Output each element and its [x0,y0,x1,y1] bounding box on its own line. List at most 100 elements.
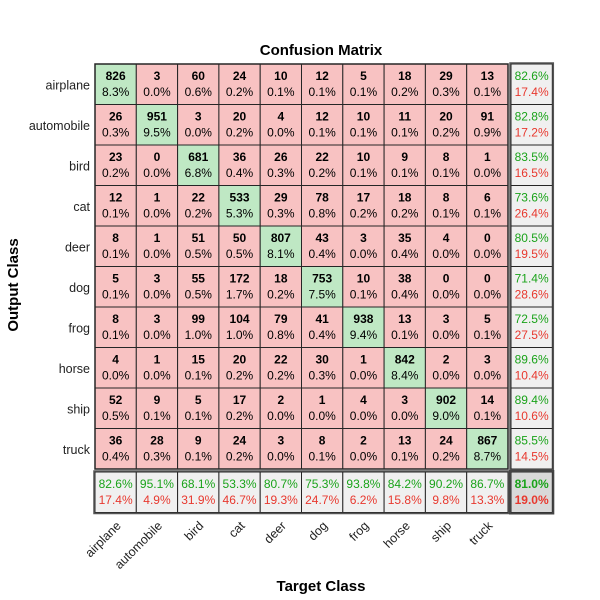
summary-background [466,471,509,513]
matrix-cell: 842 8.4% [383,347,426,389]
cell-percent: 0.2% [432,126,460,140]
cell-count: 36 [233,150,247,164]
matrix-cell: 18 0.2% [259,266,303,308]
matrix-cell: 2 0.0% [424,347,468,389]
summary-correct: 84.2% [388,477,422,491]
row-summary-cell: 82.8% 17.2% [510,104,553,146]
cell-count: 50 [233,231,247,245]
cell-count: 4 [360,393,367,407]
matrix-cell: 30 0.3% [301,347,344,389]
cell-percent: 0.1% [185,369,213,383]
matrix-cell: 12 0.1% [301,104,344,146]
summary-correct: 82.8% [515,110,549,124]
cell-background [259,428,303,470]
summary-wrong: 15.8% [388,493,422,507]
y-tick-label: frog [68,321,90,335]
summary-wrong: 17.2% [515,126,549,140]
cell-background [424,387,468,429]
matrix-cell: 50 0.5% [218,225,261,267]
cell-background [301,306,344,348]
summary-background [510,225,553,267]
cell-percent: 0.2% [391,85,419,99]
cell-percent: 0.1% [350,166,378,180]
cell-background [259,387,303,429]
y-tick-label: automobile [29,119,90,133]
cell-percent: 0.0% [432,288,460,302]
summary-correct: 89.6% [515,353,549,367]
cell-count: 12 [315,110,329,124]
matrix-cell: 13 0.1% [383,306,426,348]
cell-background [301,185,344,227]
matrix-cell: 902 9.0% [424,387,468,429]
matrix-cell: 12 0.1% [94,185,137,227]
summary-wrong: 16.5% [515,166,549,180]
cell-background [94,185,137,227]
row-summary-cell: 89.4% 10.6% [510,387,553,429]
cell-background [94,144,137,186]
column-summary-cell: 80.7% 19.3% [259,471,303,513]
matrix-cell: 6 0.1% [466,185,509,227]
cell-background [259,225,303,267]
cell-background [466,428,509,470]
y-tick-label: cat [73,200,90,214]
summary-wrong: 24.7% [305,493,339,507]
cell-percent: 6.8% [185,166,213,180]
cell-background [259,347,303,389]
x-tick-label: deer [261,519,289,547]
cell-count: 30 [315,353,329,367]
cell-percent: 0.8% [267,328,295,342]
cell-count: 8 [443,150,450,164]
cell-count: 10 [274,69,288,83]
matrix-cell: 55 0.5% [177,266,220,308]
cell-percent: 0.0% [391,409,419,423]
matrix-cell: 1 0.0% [466,144,509,186]
cell-count: 0 [443,272,450,286]
summary-correct: 80.5% [515,231,549,245]
summary-correct: 81.0% [515,477,549,491]
cell-percent: 0.0% [102,369,130,383]
cell-count: 20 [233,110,247,124]
matrix-cell: 1 0.0% [135,347,179,389]
cell-percent: 0.0% [143,328,171,342]
matrix-cell: 951 9.5% [135,104,179,146]
matrix-cell: 10 0.1% [342,104,385,146]
row-summary-cell: 71.4% 28.6% [510,266,553,308]
row-summary-cell: 80.5% 19.5% [510,225,553,267]
cell-percent: 0.1% [474,328,502,342]
chart-title: Confusion Matrix [260,42,383,59]
cell-percent: 0.2% [267,288,295,302]
matrix-frame [94,63,509,470]
summary-wrong: 19.5% [515,247,549,261]
cell-background [383,225,426,267]
matrix-cell: 5 0.1% [94,266,137,308]
cell-percent: 0.1% [391,126,419,140]
summary-correct: 82.6% [99,477,133,491]
cell-percent: 7.5% [308,288,336,302]
cell-background [383,144,426,186]
summary-background [510,347,553,389]
cell-count: 4 [278,110,285,124]
cell-percent: 0.9% [474,126,502,140]
matrix-cell: 172 1.7% [218,266,261,308]
matrix-cell: 533 5.3% [218,185,261,227]
summary-correct: 90.2% [429,477,463,491]
cell-background [301,428,344,470]
overall-frame [509,470,555,515]
cell-count: 15 [192,353,206,367]
matrix-cells: 8268.3%30.0%600.6%240.2%100.1%120.1%50.1… [94,63,509,470]
cell-count: 0 [484,272,491,286]
matrix-cell: 8 0.1% [424,185,468,227]
matrix-cell: 20 0.2% [218,347,261,389]
matrix-cell: 51 0.5% [177,225,220,267]
matrix-cell: 12 0.1% [301,63,344,105]
matrix-cell: 681 6.8% [177,144,220,186]
cell-percent: 0.0% [267,450,295,464]
cell-count: 533 [230,191,250,205]
cell-count: 11 [398,110,411,124]
cell-background [177,266,220,308]
column-summary-cell: 95.1% 4.9% [135,471,179,513]
cell-percent: 0.1% [474,85,502,99]
cell-percent: 0.2% [267,369,295,383]
y-tick-label: dog [69,281,90,295]
cell-count: 12 [315,69,329,83]
